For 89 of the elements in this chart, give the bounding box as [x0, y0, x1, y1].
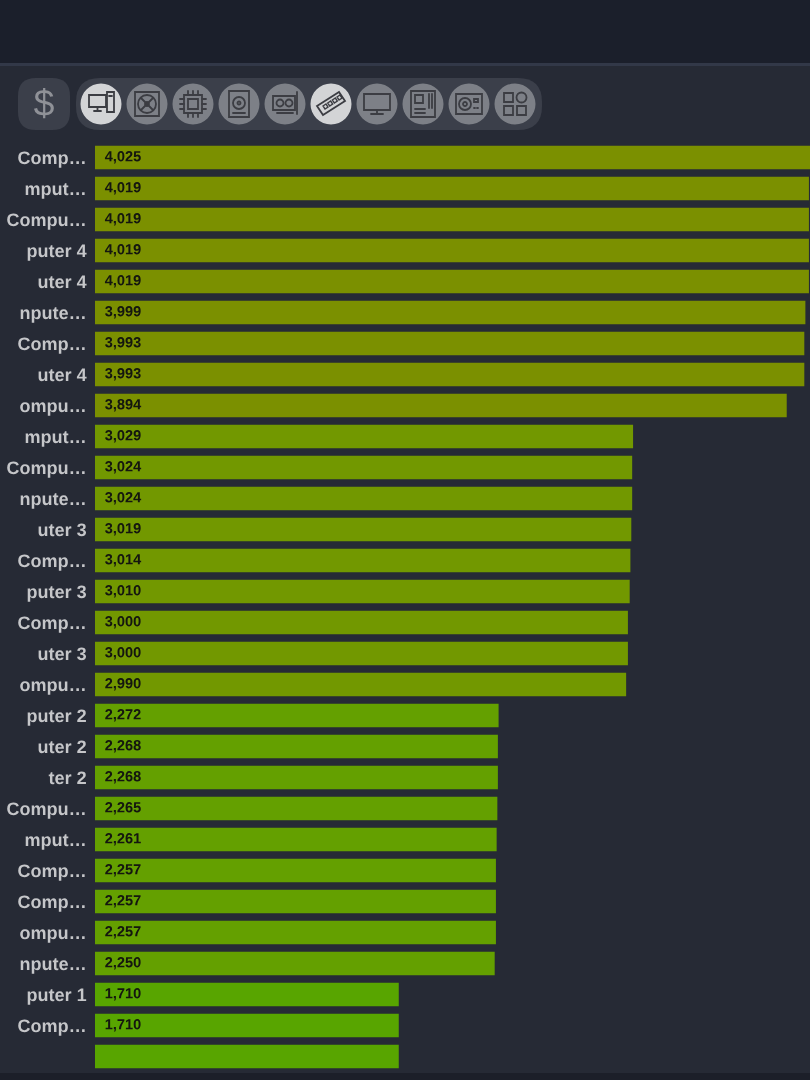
y-tick-label: Comp…	[18, 151, 85, 168]
y-tick-label: Compu…	[7, 461, 85, 478]
bar	[95, 796, 498, 821]
bar	[95, 858, 496, 883]
data-label: 4,019	[104, 244, 141, 257]
y-tick-label: ompu…	[20, 681, 85, 695]
data-label: 3,024	[105, 461, 142, 474]
y-tick-label: Comp…	[18, 337, 85, 354]
y-tick-label: npute…	[20, 307, 85, 323]
text: $	[33, 87, 54, 119]
data-label: 3,000	[105, 616, 141, 629]
bar	[95, 176, 809, 201]
bar	[95, 455, 633, 480]
data-label: 3,993	[105, 337, 141, 350]
bar	[95, 579, 630, 604]
data-label: 2,250	[105, 957, 141, 970]
data-label: 2,265	[105, 802, 141, 815]
data-label: 3,993	[105, 368, 141, 381]
bar	[95, 486, 633, 511]
data-label: 3,000	[105, 647, 141, 660]
data-label: 2,257	[105, 895, 141, 908]
y-tick-label: puter 3	[27, 585, 87, 602]
bar	[95, 207, 809, 232]
bar	[95, 610, 628, 635]
y-tick-label: uter 3	[38, 523, 87, 537]
data-label: 4,025	[104, 151, 141, 164]
data-label: 2,268	[105, 771, 141, 784]
y-tick-label: uter 4	[38, 368, 87, 382]
y-tick-label: uter 4	[38, 275, 87, 289]
data-label: 1,710	[105, 1019, 141, 1032]
bar	[95, 951, 495, 976]
bar	[95, 982, 399, 1007]
bar	[95, 827, 497, 852]
y-tick-label: Comp…	[18, 864, 85, 881]
y-tick-label: puter 4	[27, 244, 87, 261]
y-tick-label: Compu…	[7, 213, 85, 230]
bar	[95, 548, 631, 573]
data-label: 4,019	[104, 213, 141, 226]
y-tick-label: uter 2	[38, 740, 86, 754]
y-tick-label: ompu…	[20, 402, 85, 416]
data-label: 1,710	[105, 988, 141, 1001]
data-label: 3,029	[105, 430, 141, 443]
data-label: 3,999	[105, 306, 141, 319]
bar	[95, 765, 498, 790]
bar	[95, 672, 627, 697]
bar	[95, 424, 634, 449]
bar	[95, 1013, 399, 1038]
y-tick-label: Comp…	[18, 895, 85, 912]
data-label: 3,894	[105, 399, 142, 412]
y-tick-label: mput…	[25, 834, 85, 850]
bar	[95, 920, 496, 945]
y-tick-label: Comp…	[18, 554, 85, 571]
y-tick-label: mput…	[25, 431, 85, 447]
y-tick-label: puter 1	[27, 988, 87, 1005]
data-label: 2,257	[105, 926, 141, 939]
bar	[95, 269, 809, 294]
bar	[95, 362, 805, 387]
y-tick-label: Comp…	[18, 1019, 85, 1036]
data-label: 3,014	[105, 554, 142, 567]
data-label: 3,024	[105, 492, 142, 505]
y-tick-label: npute…	[20, 493, 85, 509]
bar	[95, 393, 787, 418]
data-label: 2,272	[105, 709, 141, 722]
y-tick-label: Comp…	[18, 616, 85, 633]
y-tick-label: ter 2	[48, 771, 86, 785]
data-label: 4,019	[104, 275, 141, 288]
data-label: 3,019	[105, 523, 141, 536]
y-tick-label: mput…	[25, 183, 85, 199]
y-tick-label: ompu…	[20, 929, 85, 943]
data-label: 2,990	[105, 678, 141, 691]
y-tick-label: puter 2	[27, 709, 86, 726]
data-label: 2,261	[105, 833, 141, 846]
bar	[95, 517, 632, 542]
bar	[95, 641, 628, 666]
bar	[95, 300, 806, 325]
data-label: 2,257	[105, 864, 141, 877]
y-tick-label: uter 3	[38, 647, 87, 661]
bar	[95, 703, 499, 728]
y-tick-label: Compu…	[7, 802, 85, 819]
bar	[95, 238, 809, 263]
bar	[95, 331, 805, 356]
data-label: 3,010	[105, 585, 141, 598]
bar	[95, 734, 498, 759]
bar	[95, 1044, 399, 1069]
y-tick-label: npute…	[20, 958, 85, 974]
bar	[95, 889, 496, 914]
data-label: 4,019	[104, 182, 141, 195]
data-label: 2,268	[105, 740, 141, 753]
bar	[95, 145, 810, 170]
